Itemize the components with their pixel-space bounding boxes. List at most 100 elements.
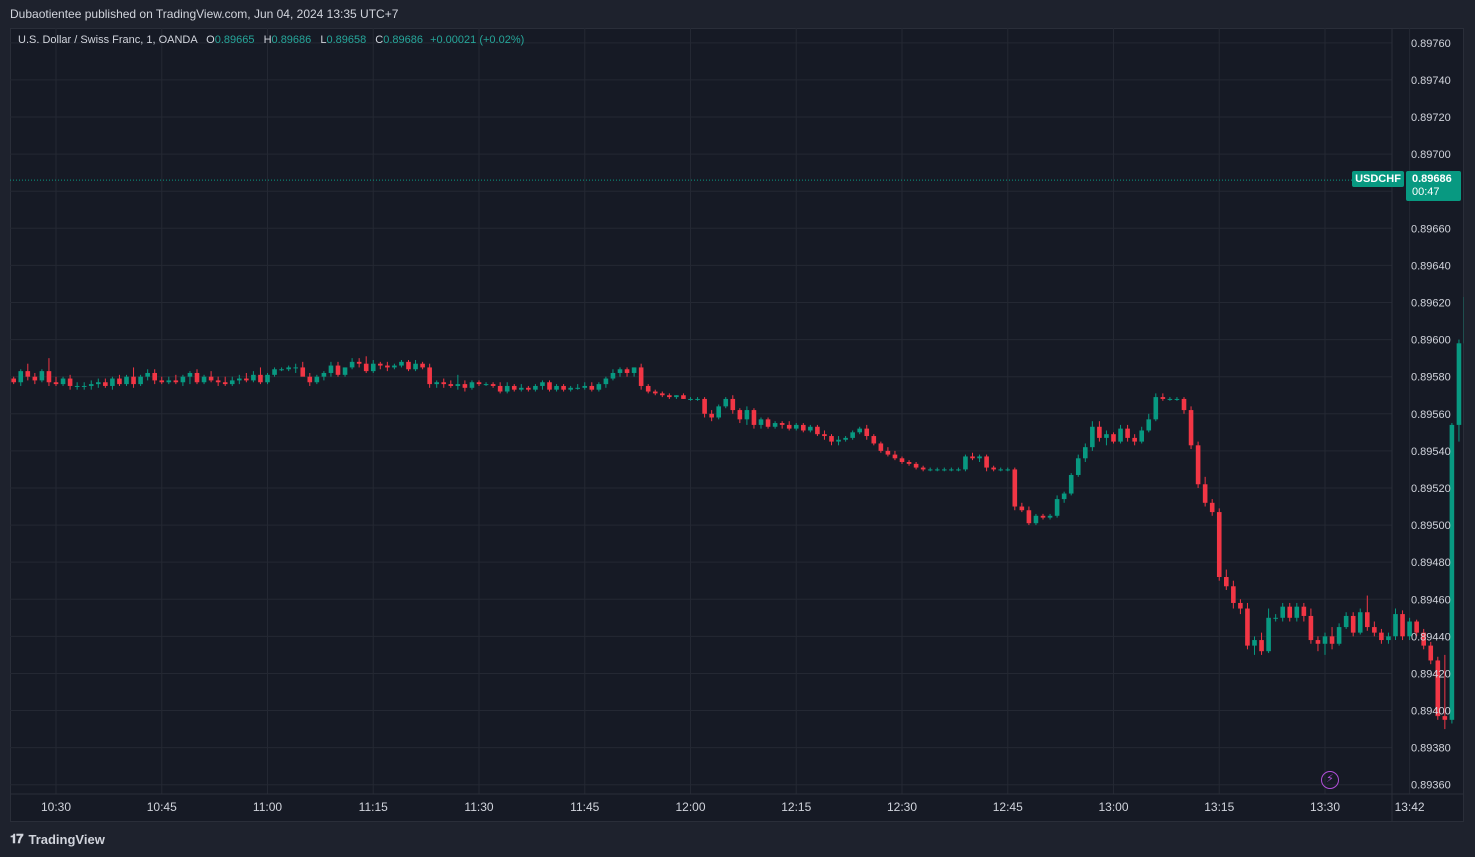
candle-body	[1047, 515, 1053, 518]
candle-body	[660, 393, 665, 396]
time-tick-label: 12:30	[887, 800, 917, 814]
price-chart[interactable]: 0.897600.897400.897200.897000.896800.896…	[10, 28, 1464, 822]
candle-body	[793, 424, 799, 429]
candle	[1322, 632, 1328, 655]
tradingview-logo-icon[interactable]: 𝟏𝟕	[10, 831, 24, 846]
candle-body	[342, 367, 348, 375]
candle	[1245, 602, 1250, 650]
candle	[561, 384, 566, 392]
candle-body	[1139, 430, 1144, 442]
candle	[1350, 612, 1356, 637]
candle-body	[1026, 510, 1032, 524]
candle	[723, 397, 729, 409]
last-price-tag: 0.89686 00:47	[1406, 171, 1461, 201]
candle	[321, 371, 327, 381]
candle	[1238, 599, 1243, 615]
candle-body	[737, 410, 743, 420]
candle	[60, 376, 66, 386]
lightning-icon[interactable]: ⚡	[1321, 771, 1339, 789]
legend-open-value: 0.89665	[214, 34, 255, 46]
candle-body	[392, 365, 397, 368]
candle	[370, 359, 376, 373]
candle-body	[1456, 343, 1462, 425]
candle-body	[927, 469, 933, 471]
candle-body	[420, 363, 425, 368]
candle-body	[1090, 426, 1095, 448]
candle	[793, 423, 799, 431]
candle	[702, 397, 707, 418]
candle-body	[638, 367, 644, 386]
candle	[674, 395, 679, 399]
candle	[1407, 617, 1412, 641]
candle	[1181, 397, 1187, 414]
candle	[850, 430, 855, 440]
candle-body	[413, 363, 418, 370]
candle-body	[751, 410, 757, 425]
candle	[194, 369, 200, 385]
candle	[815, 424, 820, 437]
candle-body	[1097, 426, 1102, 438]
candle-body	[194, 372, 200, 383]
candle	[279, 367, 284, 372]
candle-body	[561, 385, 566, 390]
candle-body	[39, 371, 45, 381]
candle-body	[906, 462, 912, 464]
candle	[575, 384, 580, 390]
candle	[857, 426, 862, 435]
candle	[801, 423, 806, 433]
candle	[864, 424, 870, 440]
candle	[490, 382, 496, 388]
candle	[942, 467, 947, 472]
candle-body	[631, 367, 637, 373]
time-tick-label: 10:45	[147, 800, 177, 814]
candle	[1033, 513, 1039, 526]
chart-frame[interactable]	[10, 28, 1464, 822]
time-tick-label: 13:30	[1310, 800, 1340, 814]
candle	[138, 374, 143, 386]
candle-body	[772, 423, 778, 427]
legend-open-label: O	[206, 34, 215, 46]
candle	[18, 369, 24, 386]
candle-body	[1019, 506, 1025, 511]
candle	[258, 367, 263, 385]
candle-body	[1329, 636, 1335, 644]
price-axis: 0.897600.897400.897200.897000.896800.896…	[1391, 28, 1451, 822]
candle-body	[279, 369, 284, 371]
footer-brand[interactable]: TradingView	[28, 831, 105, 847]
candle	[1435, 656, 1441, 720]
candle	[265, 372, 270, 385]
candle	[554, 384, 559, 392]
candle	[349, 358, 355, 370]
symbol-legend[interactable]: U.S. Dollar / Swiss Franc, 1, OANDA O0.8…	[18, 34, 524, 46]
candle	[906, 460, 912, 466]
price-tick-label: 0.89480	[1411, 557, 1451, 569]
legend-instrument[interactable]: U.S. Dollar / Swiss Franc, 1, OANDA	[18, 34, 198, 46]
candle	[124, 374, 129, 386]
candle	[511, 384, 517, 392]
candle	[1280, 602, 1285, 622]
price-tick-label: 0.89520	[1411, 483, 1451, 495]
candle	[173, 374, 179, 385]
candle	[53, 376, 59, 386]
candle-body	[349, 361, 355, 368]
candle-body	[434, 382, 439, 385]
candle-body	[822, 434, 827, 437]
candle-body	[1393, 614, 1398, 637]
candle-body	[152, 372, 157, 381]
candle-body	[244, 378, 249, 381]
candle-body	[483, 384, 489, 386]
candle-body	[1054, 499, 1060, 516]
candle-body	[53, 382, 59, 385]
candle-body	[878, 443, 884, 451]
candle-body	[1231, 586, 1236, 603]
candle-body	[533, 385, 538, 390]
candle	[88, 380, 94, 390]
candle-body	[758, 419, 764, 425]
candle-body	[1209, 502, 1215, 513]
candle-body	[1083, 447, 1088, 459]
candle-body	[74, 385, 80, 387]
candle	[237, 374, 242, 385]
time-tick-label: 13:42	[1395, 800, 1425, 814]
candle	[1336, 623, 1342, 646]
candle	[392, 363, 397, 370]
